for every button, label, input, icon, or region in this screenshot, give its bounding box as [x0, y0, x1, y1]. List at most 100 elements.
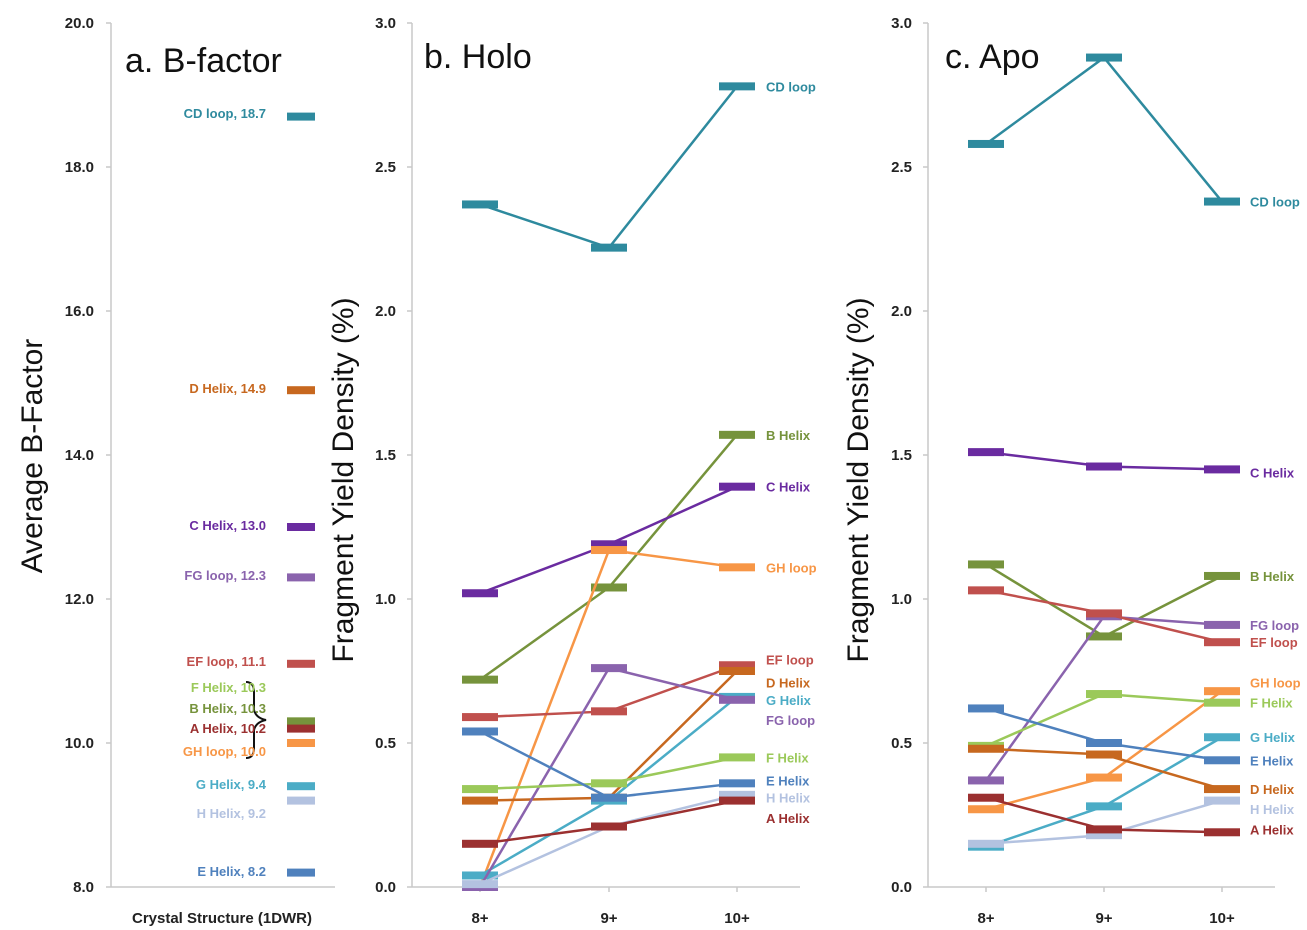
marker-cd-loop-10 — [719, 82, 755, 91]
y-tick-label: 1.5 — [375, 447, 396, 464]
marker-e-helix-8 — [968, 704, 1004, 713]
series-label-fg-loop: FG loop — [1250, 618, 1299, 633]
marker-d-helix-10 — [1204, 785, 1240, 794]
marker-d-helix-10 — [719, 667, 755, 675]
y-tick-label: 0.5 — [891, 735, 912, 752]
series-label-cd-loop: CD loop — [1250, 195, 1300, 210]
marker-e-helix-9 — [591, 793, 627, 802]
marker-e-helix-10 — [1204, 756, 1240, 765]
marker-gh-loop-8 — [968, 805, 1004, 814]
series-label-c-helix: C Helix — [766, 480, 811, 495]
series-label-fg-loop: FG loop — [766, 713, 815, 728]
marker-e-helix-8 — [462, 727, 498, 736]
marker-cd-loop-9 — [1086, 53, 1122, 62]
series-label-g-helix: G Helix — [766, 693, 812, 708]
marker-fg-loop-9 — [591, 664, 627, 673]
marker-gh-loop-9 — [591, 546, 627, 555]
series-label-ef-loop: EF loop — [1250, 635, 1298, 650]
panel-a-bracket — [245, 681, 267, 759]
y-tick-label: 0.0 — [375, 879, 396, 896]
marker-h-helix-8 — [968, 839, 1004, 848]
series-label-gh-loop: GH loop — [1250, 676, 1301, 691]
bar-h-helix — [287, 796, 315, 805]
marker-cd-loop-8 — [968, 139, 1004, 148]
series-label-a-helix: A Helix — [766, 811, 810, 826]
panel-c-apo: Fragment Yield Density (%) c. Apo 0.0 0.5… — [842, 15, 1301, 927]
series-line-cd-loop — [985, 55, 1223, 203]
marker-h-helix-10 — [719, 790, 755, 799]
marker-ef-loop-8 — [462, 713, 498, 722]
marker-f-helix-8 — [462, 785, 498, 794]
bar-g-helix — [287, 782, 315, 791]
y-tick-label: 16.0 — [65, 303, 94, 320]
y-tick-label: 2.5 — [891, 159, 912, 176]
series-line-b-helix — [479, 434, 738, 681]
marker-f-helix-9 — [591, 779, 627, 788]
marker-gh-loop-10 — [719, 563, 755, 572]
marker-gh-loop-10 — [1204, 687, 1240, 696]
bar-a-helix — [287, 724, 315, 733]
bar-cd-loop — [287, 112, 315, 121]
bar-ef-loop — [287, 659, 315, 668]
marker-a-helix-8 — [968, 793, 1004, 802]
panel-a-y-axis-label: Average B-Factor — [16, 339, 49, 574]
y-tick-label: 12.0 — [65, 591, 94, 608]
data-label-cd-loop: CD loop, 18.7 — [184, 106, 266, 121]
data-label-h-helix: H Helix, 9.2 — [197, 806, 266, 821]
marker-f-helix-10 — [719, 753, 755, 762]
series-label-f-helix: F Helix — [766, 750, 809, 765]
series-label-e-helix: E Helix — [1250, 753, 1294, 768]
marker-ef-loop-10 — [1204, 638, 1240, 647]
marker-b-helix-8 — [462, 675, 498, 684]
marker-g-helix-9 — [1086, 802, 1122, 811]
panel-a-category-label: Crystal Structure (1DWR) — [132, 910, 312, 927]
marker-fg-loop-10 — [719, 695, 755, 704]
marker-b-helix-8 — [968, 560, 1004, 569]
marker-ef-loop-10 — [719, 661, 755, 670]
x-tick-label: 9+ — [600, 910, 617, 927]
y-tick-label: 1.0 — [375, 591, 396, 608]
bar-gh-loop — [287, 739, 315, 747]
series-label-f-helix: F Helix — [1250, 696, 1293, 711]
marker-g-helix-10 — [1204, 733, 1240, 742]
marker-c-helix-8 — [462, 589, 498, 598]
marker-e-helix-10 — [719, 779, 755, 788]
x-tick-label: 9+ — [1095, 910, 1112, 927]
y-tick-label: 18.0 — [65, 159, 94, 176]
marker-b-helix-10 — [1204, 571, 1240, 580]
y-tick-label: 10.0 — [65, 735, 94, 752]
bar-e-helix — [287, 868, 315, 877]
marker-g-helix-8 — [462, 871, 498, 880]
marker-gh-loop-9 — [1086, 773, 1122, 782]
marker-a-helix-9 — [591, 822, 627, 831]
data-label-f-helix: F Helix, 10.3 — [191, 680, 266, 695]
marker-f-helix-9 — [1086, 690, 1122, 699]
series-label-d-helix: D Helix — [1250, 782, 1295, 797]
data-label-e-helix: E Helix, 8.2 — [197, 864, 266, 879]
marker-c-helix-10 — [719, 482, 755, 491]
marker-e-helix-9 — [1086, 739, 1122, 747]
series-line-gh-loop — [478, 548, 738, 888]
data-label-c-helix: C Helix, 13.0 — [189, 518, 266, 533]
y-tick-label: 3.0 — [891, 15, 912, 32]
series-label-b-helix: B Helix — [1250, 569, 1295, 584]
y-tick-label: 0.0 — [891, 879, 912, 896]
marker-c-helix-10 — [1204, 465, 1240, 474]
data-label-b-helix: B Helix, 10.3 — [189, 701, 266, 716]
marker-cd-loop-10 — [1204, 197, 1240, 206]
marker-cd-loop-9 — [591, 243, 627, 252]
panel-c-title: c. Apo — [945, 38, 1040, 76]
series-label-h-helix: H Helix — [766, 791, 811, 806]
panel-a-b-factor: Average B-Factor a. B-factor Crystal Str… — [16, 15, 335, 927]
x-tick-label: 8+ — [471, 910, 488, 927]
y-tick-label: 20.0 — [65, 15, 94, 32]
series-label-c-helix: C Helix — [1250, 465, 1295, 480]
data-label-a-helix: A Helix, 10.2 — [190, 721, 266, 736]
data-label-ef-loop: EF loop, 11.1 — [187, 654, 266, 669]
x-tick-label: 10+ — [724, 910, 750, 927]
y-tick-label: 0.5 — [375, 735, 396, 752]
y-tick-label: 3.0 — [375, 15, 396, 32]
series-label-ef-loop: EF loop — [766, 652, 814, 667]
marker-a-helix-8 — [462, 839, 498, 848]
